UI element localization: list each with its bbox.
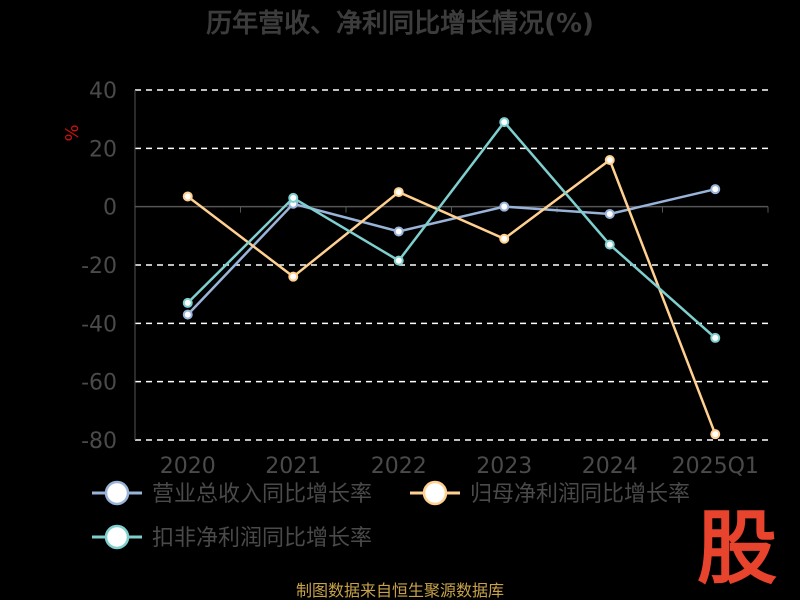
data-point — [499, 201, 510, 212]
legend-label: 营业总收入同比增长率 — [152, 482, 372, 507]
data-point — [182, 309, 193, 320]
legend-item: 营业总收入同比增长率 — [92, 480, 372, 507]
legend-marker — [104, 480, 130, 506]
x-tick-label: 2024 — [582, 454, 638, 479]
series-1 — [182, 184, 721, 320]
legend-label: 扣非净利润同比增长率 — [152, 526, 372, 551]
source-note: 制图数据来自恒生聚源数据库 — [296, 581, 504, 600]
y-tick-label: 0 — [103, 196, 117, 221]
series-line — [186, 158, 717, 435]
x-tick-label: 2020 — [160, 454, 216, 479]
chart-title: 历年营收、净利同比增长情况(%) — [206, 8, 594, 39]
grid — [135, 89, 768, 441]
data-point — [182, 297, 193, 308]
y-tick-label: -60 — [81, 371, 117, 396]
watermark-logo: 股 — [697, 502, 777, 595]
x-tick-label: 2021 — [265, 454, 321, 479]
series-2 — [182, 155, 721, 440]
data-point — [499, 233, 510, 244]
x-tick-label: 2022 — [371, 454, 427, 479]
y-tick-label: -20 — [81, 254, 117, 279]
y-axis-label: % — [62, 124, 83, 141]
data-point — [710, 429, 721, 440]
data-point — [393, 255, 404, 266]
legend-item: 归母净利润同比增长率 — [410, 480, 690, 507]
data-point — [393, 226, 404, 237]
y-tick-label: -80 — [81, 429, 117, 454]
data-point — [604, 155, 615, 165]
y-tick-label: -40 — [81, 312, 117, 337]
data-point — [288, 271, 299, 282]
series-3 — [182, 117, 721, 343]
axes: 40 20 0 -20 -40 -60 -80 2020 2021 2022 2023 2024 202… — [81, 79, 769, 479]
data-point — [604, 239, 615, 250]
legend-marker — [104, 524, 130, 550]
x-tick-label: 2023 — [476, 454, 532, 479]
y-tick-label: 20 — [89, 137, 117, 162]
data-point — [499, 117, 510, 128]
legend-item: 扣非净利润同比增长率 — [92, 524, 372, 551]
data-point — [604, 208, 615, 219]
data-point — [393, 187, 404, 198]
data-point — [182, 191, 193, 202]
data-point — [710, 332, 721, 343]
series-line — [186, 120, 717, 339]
data-point — [288, 192, 299, 203]
data-point — [710, 184, 721, 195]
series-lines — [182, 117, 721, 440]
legend-label: 归母净利润同比增长率 — [470, 482, 690, 507]
x-tick-label: 2025Q1 — [672, 454, 759, 479]
series-line — [186, 187, 716, 316]
y-tick-label: 40 — [89, 79, 117, 104]
legend-marker — [422, 480, 448, 506]
